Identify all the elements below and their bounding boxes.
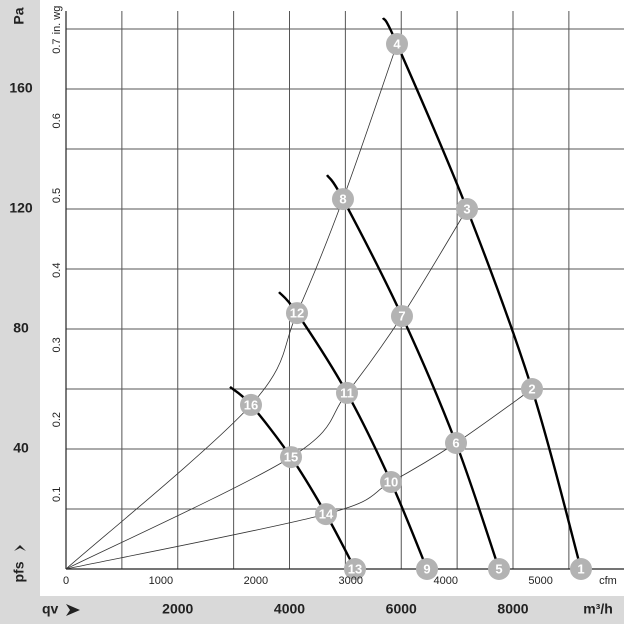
point-marker: [416, 558, 439, 580]
point-label: 9: [423, 561, 430, 576]
system-curve: [65, 388, 533, 570]
y-arrow: [14, 545, 26, 551]
x2-label: cfm: [599, 575, 617, 587]
point-marker: [240, 393, 263, 416]
x-arrow: [66, 604, 80, 616]
x-tick-label: 2000: [162, 601, 193, 617]
y-tick-label: 40: [13, 440, 29, 456]
y2-tick-label: 0.6: [51, 113, 63, 128]
point-label: 16: [244, 397, 258, 412]
x2-tick-label: 4000: [433, 575, 457, 587]
y2-label: in. wg: [51, 6, 63, 35]
point-label: 6: [452, 435, 459, 450]
point-label: 8: [339, 192, 346, 207]
point-label: 5: [495, 561, 502, 576]
y-tick-label: 80: [13, 320, 29, 336]
point-marker: [343, 558, 366, 580]
x2-tick-label: 5000: [528, 575, 552, 587]
point-label: 4: [393, 36, 401, 51]
point-marker: [280, 446, 303, 469]
point-marker: [456, 198, 479, 220]
x-tick-label: 4000: [274, 601, 305, 617]
point-marker: [445, 432, 468, 454]
point-marker: [335, 381, 358, 404]
x2-tick-label: 0: [63, 575, 69, 587]
point-marker: [380, 471, 403, 493]
point-label: 1: [577, 561, 584, 576]
point-label: 3: [463, 201, 470, 216]
x-arrow-label: qv: [42, 601, 59, 617]
point-label: 10: [384, 474, 398, 489]
x2-tick-label: 3000: [339, 575, 363, 587]
y2-tick-label: 0.2: [51, 412, 63, 427]
y-tick-label: 120: [9, 200, 33, 216]
y2-tick-label: 0.5: [51, 188, 63, 203]
x2-tick-label: 2000: [244, 575, 268, 587]
x-label: m³/h: [583, 601, 613, 617]
point-marker: [314, 503, 337, 526]
bottom-strip: [0, 596, 624, 624]
point-label: 12: [290, 306, 304, 321]
y2-tick-label: 0.7: [51, 38, 63, 53]
point-label: 7: [398, 309, 405, 324]
y-tick-label: 160: [9, 80, 33, 96]
left-strip: [0, 0, 40, 624]
point-marker: [285, 302, 308, 325]
x2-tick-label: 1000: [149, 575, 173, 587]
point-label: 11: [340, 385, 354, 400]
y-label: Pa: [11, 7, 27, 24]
point-marker: [520, 378, 543, 400]
y2-tick-label: 0.4: [51, 263, 63, 278]
point-label: 14: [319, 507, 334, 522]
y-arrow-label: pfs: [11, 561, 27, 582]
x-tick-label: 6000: [386, 601, 417, 617]
point-label: 2: [528, 381, 535, 396]
labels: Pa in. wg pfs qv m³/h cfm 40801201600.10…: [9, 6, 617, 617]
point-marker: [386, 33, 409, 55]
point-marker: [331, 188, 354, 211]
x-tick-label: 8000: [497, 601, 528, 617]
point-label: 15: [284, 450, 298, 465]
point-marker: [390, 305, 413, 328]
point-marker: [569, 558, 592, 580]
y2-tick-label: 0.3: [51, 337, 63, 352]
y2-tick-label: 0.1: [51, 487, 63, 502]
point-label: 13: [348, 561, 362, 576]
point-marker: [488, 558, 511, 580]
